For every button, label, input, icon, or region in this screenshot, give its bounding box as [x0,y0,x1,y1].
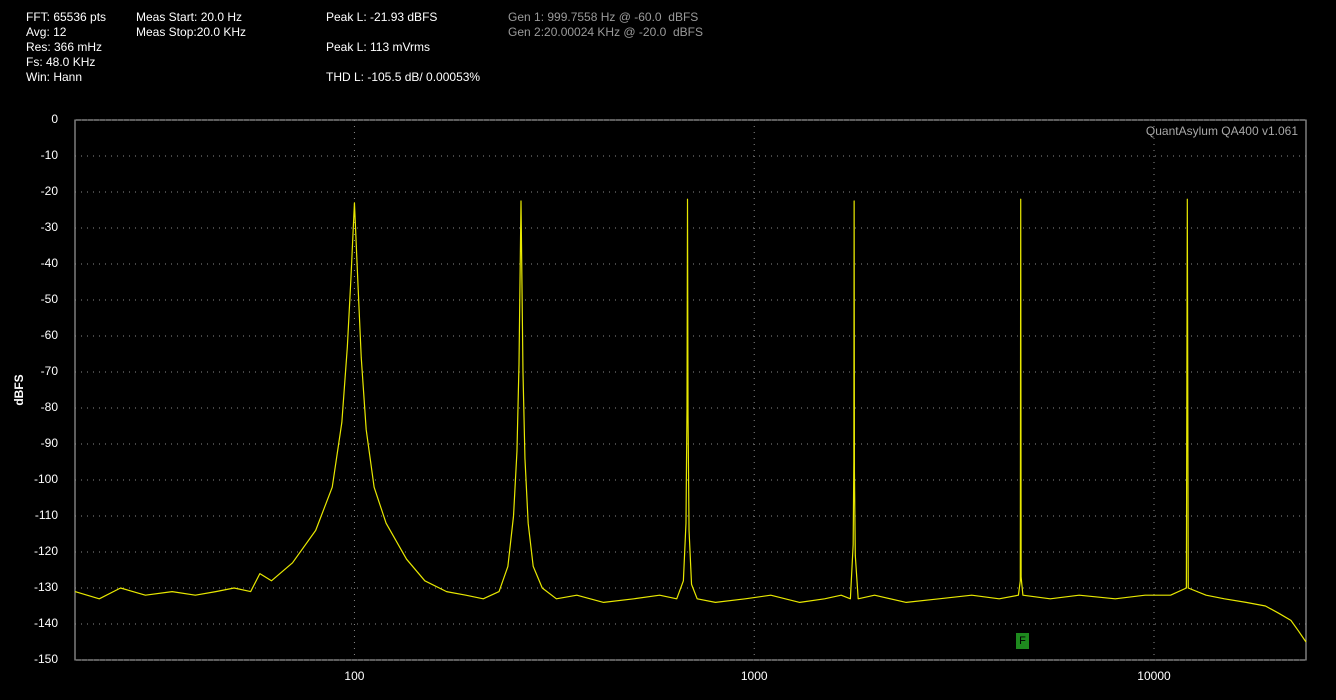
header-text: THD L: -105.5 dB/ 0.00053% [326,70,480,84]
y-tick-label: -90 [41,436,59,450]
marker-box [1016,633,1029,649]
y-tick-label: -130 [34,580,58,594]
spectrum-line [74,198,1307,643]
watermark: QuantAsylum QA400 v1.061 [1146,124,1298,138]
header-text: Win: Hann [26,70,82,84]
y-tick-label: -100 [34,472,58,486]
y-tick-label: -120 [34,544,58,558]
y-tick-label: -70 [41,364,59,378]
header-text: Fs: 48.0 KHz [26,55,95,69]
y-tick-label: -140 [34,616,58,630]
y-tick-label: -30 [41,220,59,234]
header-text: Meas Stop:20.0 KHz [136,25,246,39]
y-tick-label: 0 [51,112,58,126]
y-tick-label: -60 [41,328,59,342]
y-tick-label: -110 [35,508,58,522]
plot-frame [74,119,1307,661]
y-tick-label: -40 [41,256,59,270]
header-text: Avg: 12 [26,25,67,39]
header-text: Peak L: 113 mVrms [326,40,430,54]
header-text: Gen 1: 999.7558 Hz @ -60.0 dBFS [508,10,698,24]
header-text: Res: 366 mHz [26,40,102,54]
x-tick-label: 1000 [741,669,768,683]
header-text: Meas Start: 20.0 Hz [136,10,242,24]
marker-label: F [1019,635,1026,647]
header-text: Gen 2:20.00024 KHz @ -20.0 dBFS [508,25,703,39]
header-text: FFT: 65536 pts [26,10,106,24]
x-tick-label: 10000 [1137,669,1171,683]
y-tick-label: -150 [34,652,58,666]
y-axis-label: dBFS [12,374,26,405]
y-tick-label: -10 [41,148,59,162]
y-tick-label: -50 [41,292,59,306]
y-tick-label: -80 [41,400,59,414]
y-tick-label: -20 [41,184,59,198]
x-tick-label: 100 [344,669,364,683]
header-text: Peak L: -21.93 dBFS [326,10,437,24]
